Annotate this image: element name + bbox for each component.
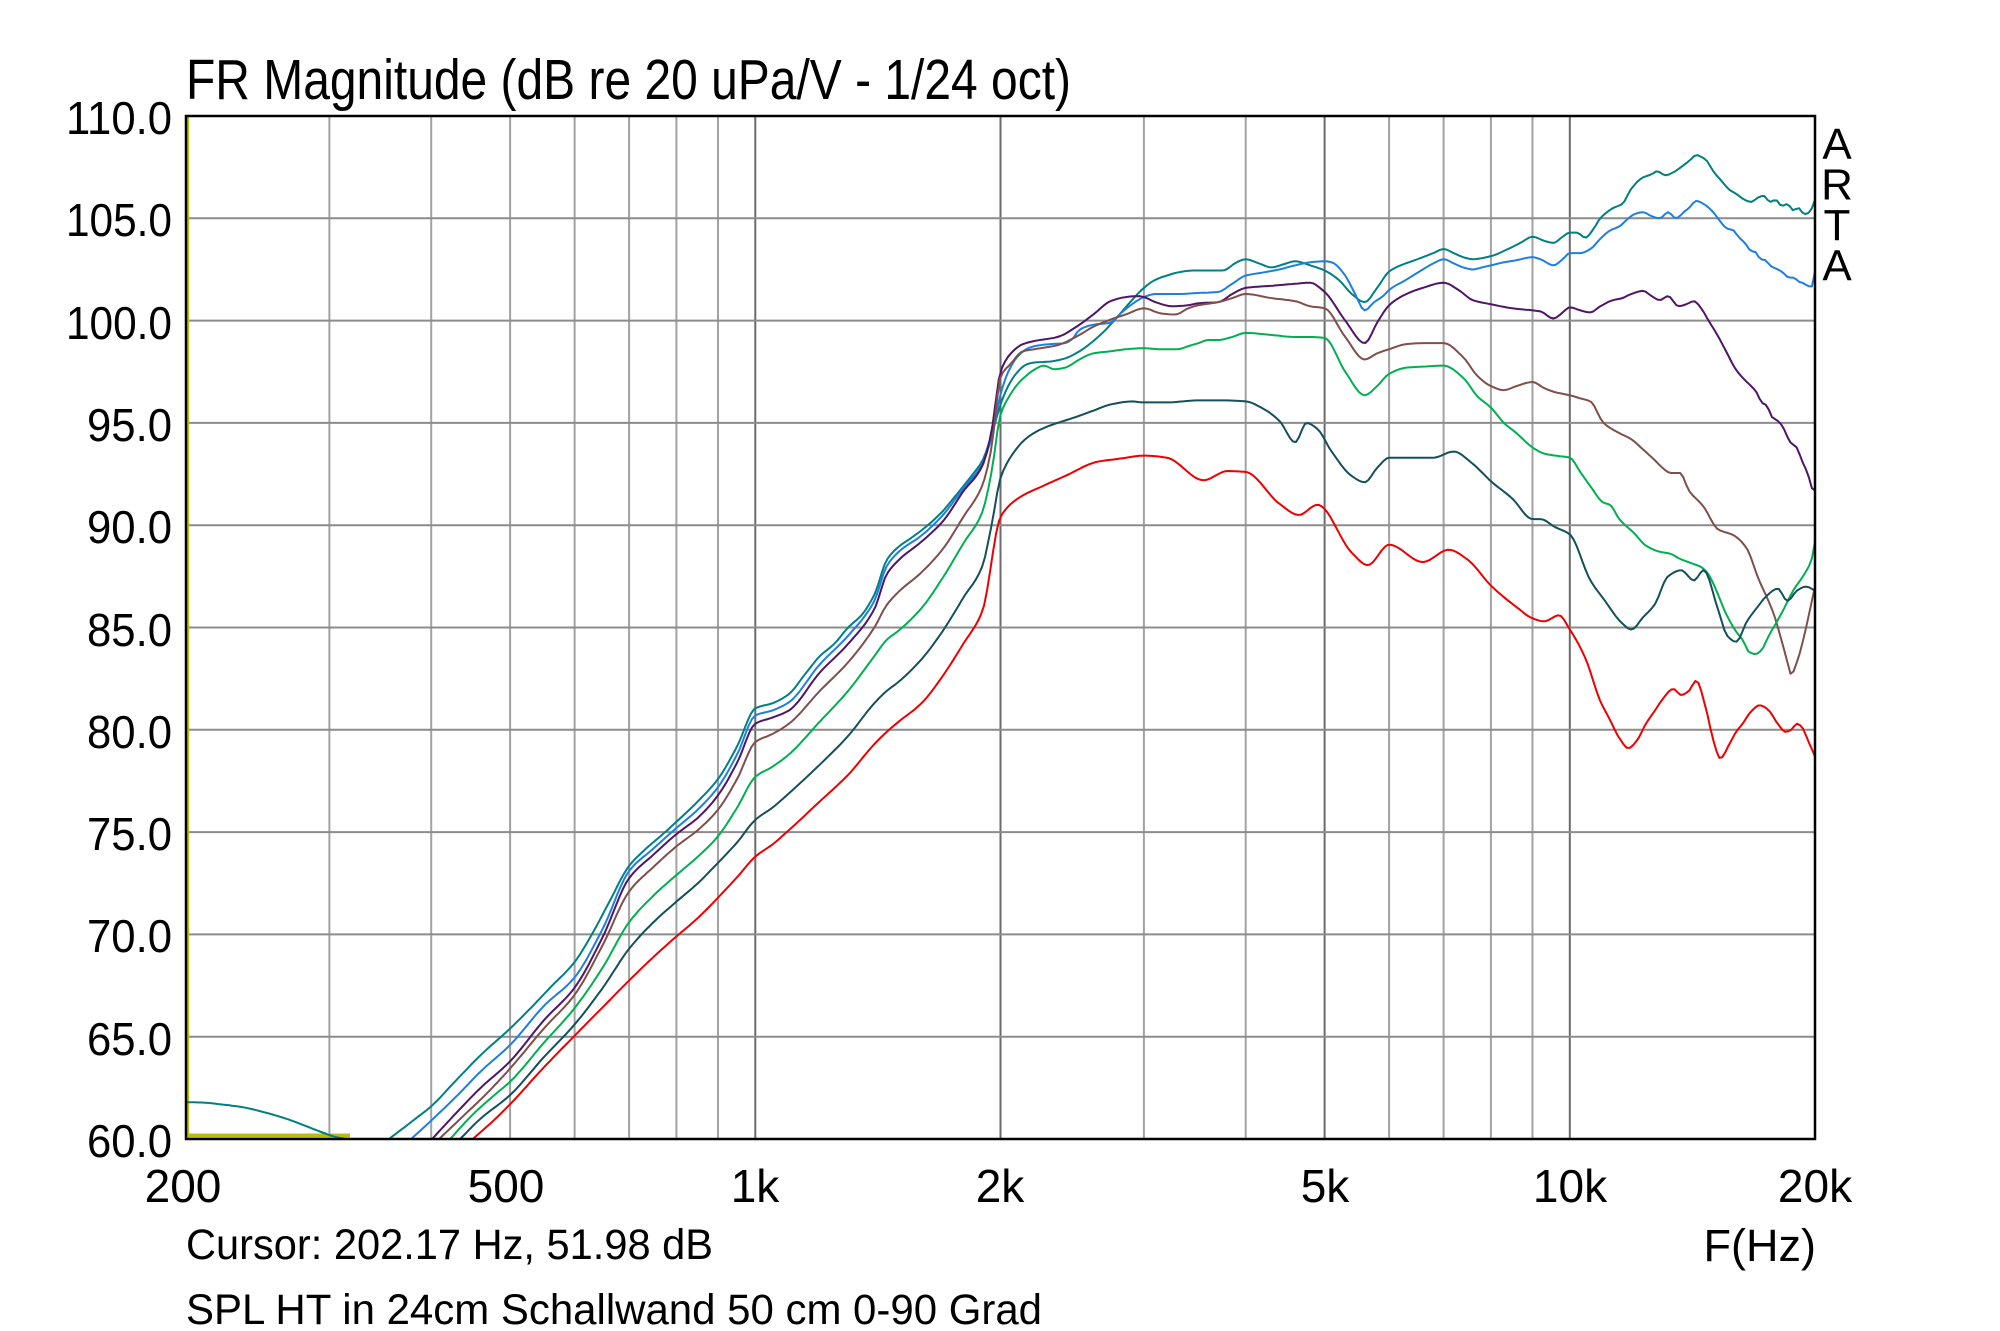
- svg-text:A: A: [1822, 120, 1852, 169]
- svg-text:65.0: 65.0: [87, 1013, 172, 1065]
- svg-text:70.0: 70.0: [87, 910, 172, 962]
- svg-text:100.0: 100.0: [66, 297, 172, 349]
- svg-text:R: R: [1821, 161, 1853, 210]
- svg-text:80.0: 80.0: [87, 706, 172, 758]
- svg-text:Cursor: 202.17 Hz, 51.98 dB: Cursor: 202.17 Hz, 51.98 dB: [186, 1221, 713, 1269]
- svg-text:60.0: 60.0: [87, 1115, 172, 1167]
- svg-text:75.0: 75.0: [87, 808, 172, 860]
- svg-text:FR Magnitude (dB re 20 uPa/V -: FR Magnitude (dB re 20 uPa/V - 1/24 oct): [186, 48, 1071, 112]
- svg-text:10k: 10k: [1533, 1160, 1608, 1212]
- svg-text:90.0: 90.0: [87, 501, 172, 553]
- svg-text:105.0: 105.0: [66, 194, 172, 246]
- svg-text:5k: 5k: [1301, 1160, 1351, 1212]
- svg-text:200: 200: [145, 1160, 222, 1212]
- svg-text:85.0: 85.0: [87, 604, 172, 656]
- svg-text:A: A: [1822, 242, 1852, 291]
- svg-text:110.0: 110.0: [66, 92, 172, 144]
- svg-text:F(Hz): F(Hz): [1704, 1220, 1816, 1271]
- svg-text:1k: 1k: [731, 1160, 781, 1212]
- svg-text:T: T: [1824, 201, 1851, 250]
- svg-text:20k: 20k: [1778, 1160, 1853, 1212]
- svg-text:500: 500: [468, 1160, 545, 1212]
- svg-text:SPL HT in 24cm Schallwand 50 c: SPL HT in 24cm Schallwand 50 cm 0-90 Gra…: [186, 1286, 1042, 1331]
- svg-text:2k: 2k: [976, 1160, 1026, 1212]
- svg-text:95.0: 95.0: [87, 399, 172, 451]
